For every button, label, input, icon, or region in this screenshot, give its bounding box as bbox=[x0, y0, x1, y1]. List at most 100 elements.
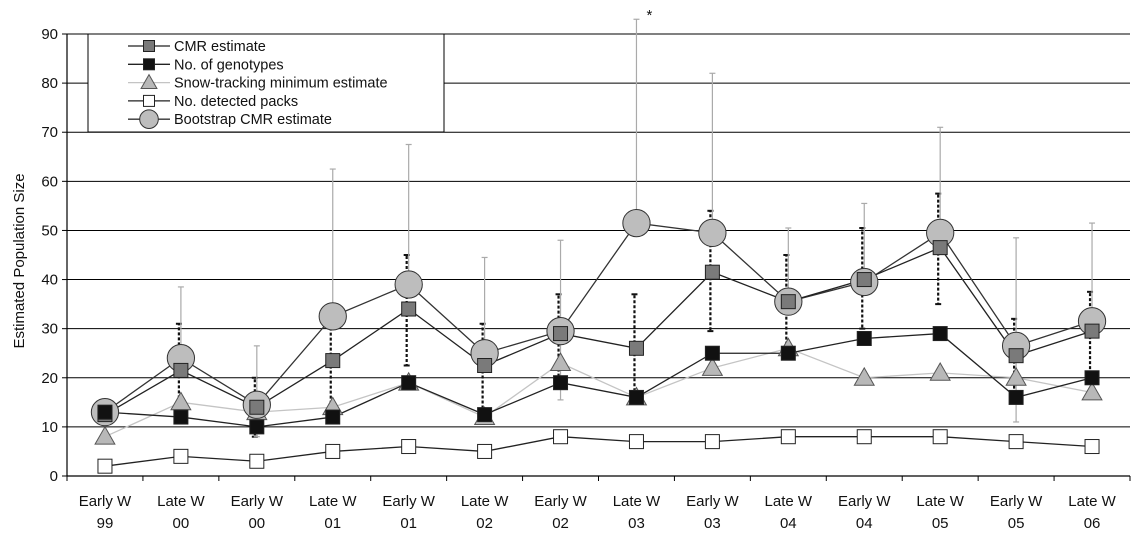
x-tick-label-line2-2: 00 bbox=[248, 515, 265, 532]
x-tick-label-line2-8: 03 bbox=[704, 515, 721, 532]
x-tick-label-line1-12: Early W bbox=[990, 493, 1043, 510]
series-marker-3-4 bbox=[401, 439, 417, 455]
x-tick-label-line2-10: 04 bbox=[856, 515, 873, 532]
series-marker-2-11 bbox=[929, 361, 951, 381]
series-marker-0-7 bbox=[628, 340, 644, 356]
x-tick-label-line2-5: 02 bbox=[476, 515, 493, 532]
x-tick-label-line1-11: Late W bbox=[916, 493, 964, 510]
annotation-asterisk: * bbox=[646, 7, 652, 24]
series-marker-4-3 bbox=[318, 302, 347, 331]
x-tick-label-line1-7: Late W bbox=[613, 493, 661, 510]
series-markers bbox=[90, 208, 1107, 474]
series-line-3 bbox=[104, 436, 1093, 467]
series-marker-4-4 bbox=[394, 270, 423, 299]
x-tick-label-line1-6: Early W bbox=[534, 493, 587, 510]
series-marker-1-1 bbox=[173, 409, 189, 425]
y-tick-label-30: 30 bbox=[41, 321, 58, 338]
series-marker-3-13 bbox=[1084, 439, 1100, 455]
series-marker-3-8 bbox=[704, 434, 720, 450]
series-marker-2-8 bbox=[701, 357, 724, 376]
series-marker-1-2 bbox=[249, 419, 265, 435]
legend-marker-3 bbox=[143, 94, 155, 107]
legend: CMR estimate No. of genotypes Snow-trackin… bbox=[87, 33, 445, 133]
x-tick-label-line1-0: Early W bbox=[79, 493, 132, 510]
x-tick-label-line1-3: Late W bbox=[309, 493, 357, 510]
series-marker-1-0 bbox=[97, 404, 113, 420]
x-tick-label-line1-4: Early W bbox=[382, 493, 435, 510]
x-tick-label-line1-1: Late W bbox=[157, 493, 205, 510]
series-marker-1-13 bbox=[1084, 370, 1100, 386]
y-tick-label-60: 60 bbox=[41, 173, 58, 190]
series-marker-0-11 bbox=[932, 240, 948, 256]
series-marker-2-13 bbox=[1081, 381, 1103, 401]
series-line-4 bbox=[104, 222, 1093, 413]
y-tick-label-10: 10 bbox=[41, 419, 58, 436]
series-marker-0-3 bbox=[325, 353, 341, 369]
series-marker-1-8 bbox=[704, 345, 720, 361]
series-marker-0-1 bbox=[173, 362, 189, 378]
x-tick-label-line2-12: 05 bbox=[1008, 515, 1025, 532]
series-marker-3-9 bbox=[780, 429, 796, 445]
series-marker-4-7 bbox=[622, 208, 651, 238]
y-tick-label-50: 50 bbox=[41, 222, 58, 239]
series-marker-3-2 bbox=[249, 453, 265, 469]
series-marker-3-5 bbox=[477, 443, 493, 459]
series-marker-2-10 bbox=[853, 366, 876, 386]
series-marker-2-0 bbox=[94, 425, 116, 445]
legend-marker-1 bbox=[143, 58, 155, 71]
series-marker-2-6 bbox=[549, 352, 572, 371]
series-marker-0-4 bbox=[401, 301, 417, 317]
legend-label-1: No. of genotypes bbox=[174, 57, 284, 73]
legend-marker-4 bbox=[139, 109, 159, 129]
x-tick-label-line1-8: Early W bbox=[686, 493, 739, 510]
y-tick-label-40: 40 bbox=[41, 272, 58, 289]
x-tick-label-line2-3: 01 bbox=[324, 515, 341, 532]
y-tick-label-80: 80 bbox=[41, 75, 58, 92]
series-marker-1-7 bbox=[628, 389, 644, 405]
y-tick-label-90: 90 bbox=[41, 26, 58, 43]
series-marker-3-10 bbox=[856, 429, 872, 445]
y-axis-title: Estimated Population Size bbox=[11, 173, 28, 348]
series-marker-1-9 bbox=[780, 345, 796, 361]
series-marker-0-12 bbox=[1008, 348, 1024, 364]
legend-label-0: CMR estimate bbox=[174, 39, 266, 55]
y-tick-label-70: 70 bbox=[41, 124, 58, 141]
x-tick-label-line1-5: Late W bbox=[461, 493, 509, 510]
series-marker-0-13 bbox=[1084, 323, 1100, 339]
legend-label-4: Bootstrap CMR estimate bbox=[174, 112, 332, 128]
series-marker-1-12 bbox=[1008, 389, 1024, 405]
x-tick-label-line2-0: 99 bbox=[97, 515, 114, 532]
series-marker-1-3 bbox=[325, 409, 341, 425]
y-tick-label-0: 0 bbox=[50, 468, 58, 485]
series-marker-0-6 bbox=[553, 326, 569, 342]
legend-marker-0 bbox=[143, 40, 155, 52]
y-tick-label-20: 20 bbox=[41, 370, 58, 387]
x-tick-label-line2-9: 04 bbox=[780, 515, 797, 532]
series-marker-3-6 bbox=[553, 429, 569, 445]
series-marker-0-5 bbox=[477, 358, 493, 373]
series-line-2 bbox=[104, 347, 1093, 438]
series-line-1 bbox=[104, 332, 1093, 428]
series-marker-0-10 bbox=[856, 272, 872, 288]
x-tick-label-line1-10: Early W bbox=[838, 493, 891, 510]
series-marker-3-12 bbox=[1008, 434, 1024, 450]
series-marker-3-1 bbox=[173, 448, 189, 464]
series-marker-3-7 bbox=[628, 434, 644, 450]
series-marker-1-6 bbox=[553, 375, 569, 391]
x-tick-label-line2-1: 00 bbox=[173, 515, 190, 532]
series-marker-3-0 bbox=[97, 458, 113, 474]
series-marker-0-8 bbox=[704, 264, 720, 280]
x-tick-label-line2-4: 01 bbox=[400, 515, 417, 532]
series-marker-1-4 bbox=[401, 375, 417, 391]
series-marker-2-1 bbox=[170, 391, 192, 411]
series-marker-3-11 bbox=[932, 429, 948, 445]
x-tick-label-line1-2: Early W bbox=[231, 493, 284, 510]
series-marker-4-8 bbox=[698, 218, 727, 248]
x-tick-label-line1-9: Late W bbox=[765, 493, 813, 510]
legend-marker-2 bbox=[140, 73, 158, 90]
series-marker-1-5 bbox=[477, 407, 493, 423]
x-tick-label-line2-7: 03 bbox=[628, 515, 645, 532]
series-marker-0-9 bbox=[780, 294, 796, 310]
